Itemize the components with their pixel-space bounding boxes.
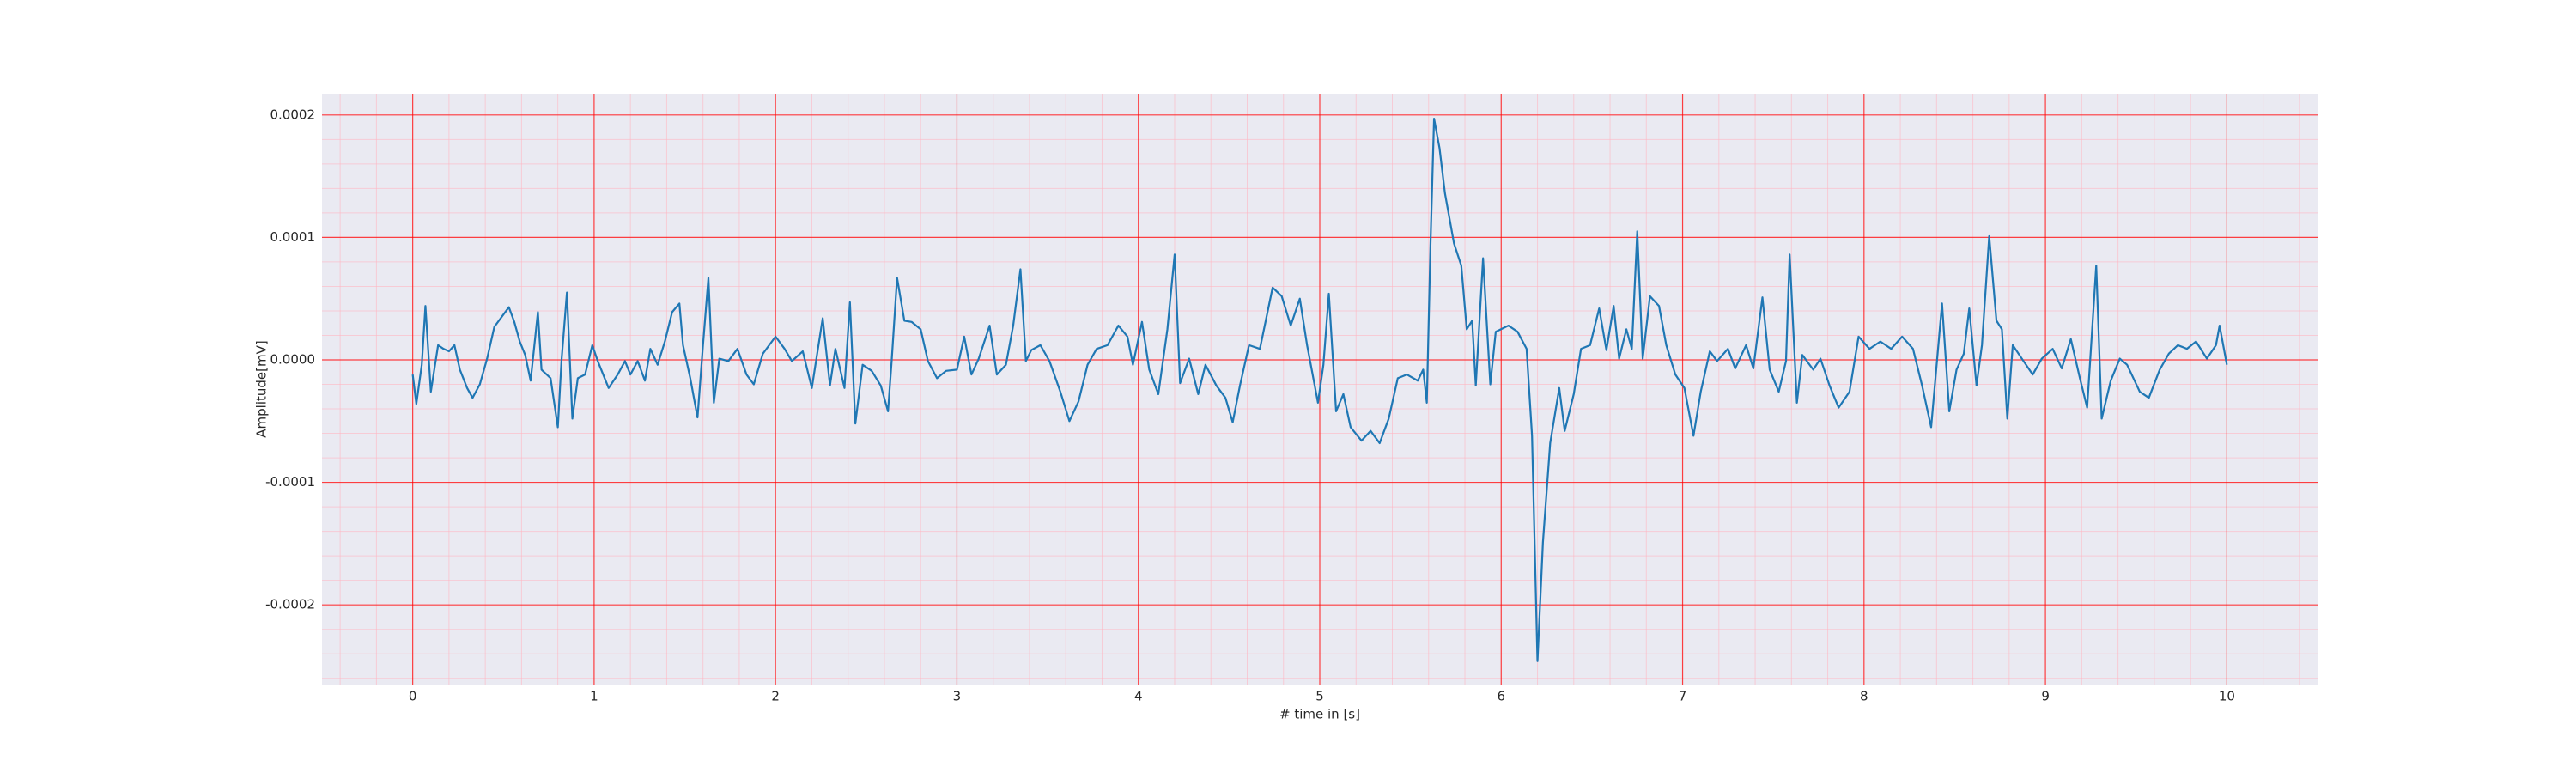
x-tick-label: 5 — [1315, 689, 1324, 704]
x-tick-label: 4 — [1134, 689, 1143, 704]
y-tick-label: -0.0002 — [265, 597, 315, 612]
x-tick-label: 9 — [2041, 689, 2050, 704]
plot-lines — [411, 117, 2228, 662]
x-tick-label: 2 — [771, 689, 780, 704]
x-tick-label: 6 — [1497, 689, 1505, 704]
x-tick-label: 10 — [2219, 689, 2235, 704]
y-tick-label: 0.0002 — [270, 107, 316, 122]
y-tick-label: -0.0001 — [265, 474, 315, 490]
x-tick-label: 8 — [1860, 689, 1868, 704]
x-tick-label: 7 — [1679, 689, 1687, 704]
y-tick-label: 0.0001 — [270, 229, 316, 245]
x-tick-label: 0 — [409, 689, 417, 704]
y-axis-label: Amplitude[mV] — [254, 340, 270, 437]
labels: 0 1 2 3 4 5 6 7 8 9 10 -0.0002 -0.0001 0.0000 0.0001 0.… — [265, 107, 2235, 703]
x-axis-label: # time in [s] — [1279, 707, 1360, 722]
x-tick-label: 3 — [953, 689, 962, 704]
grid — [322, 94, 2318, 685]
signal-line — [411, 117, 2228, 662]
y-tick-label: 0.0000 — [270, 351, 316, 367]
x-tick-label: 1 — [590, 689, 598, 704]
